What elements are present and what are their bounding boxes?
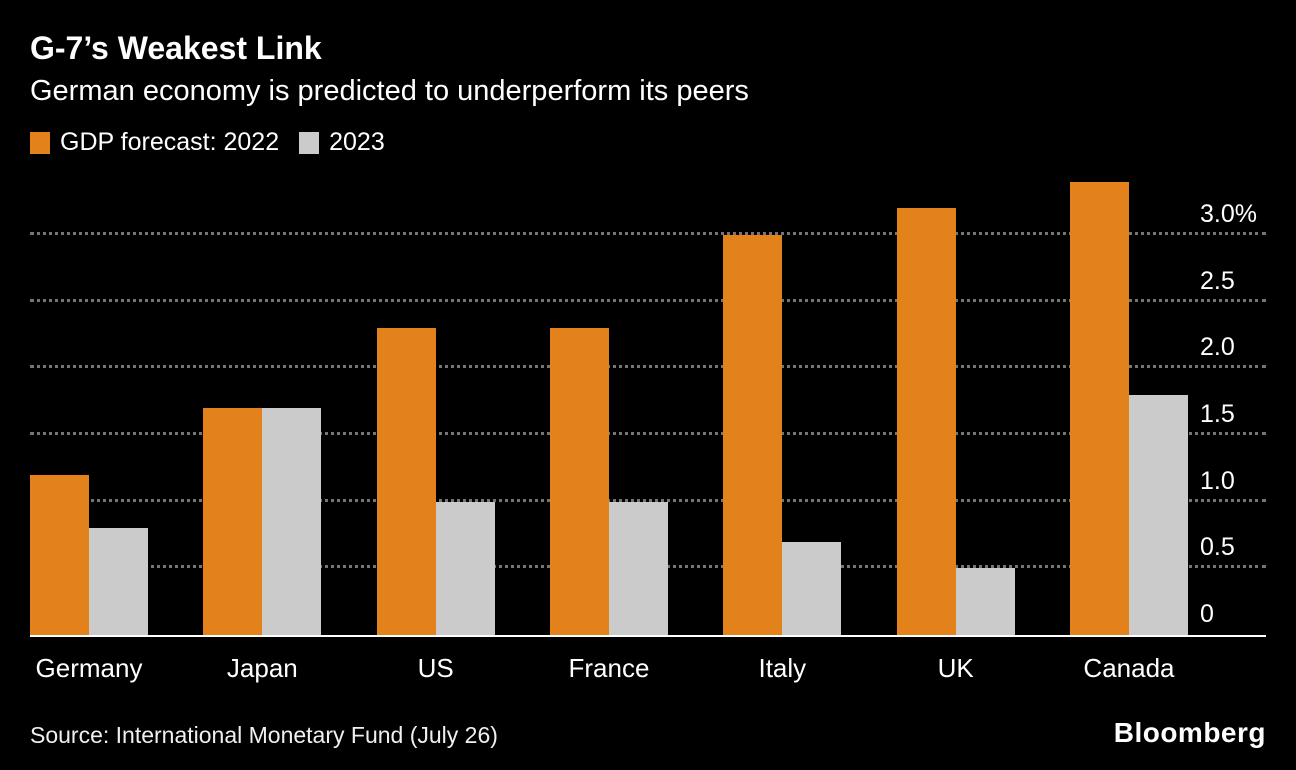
legend-item-2022: GDP forecast: 2022 (30, 130, 279, 155)
bar-group-italy (723, 235, 842, 635)
gridline-2 (30, 365, 1266, 369)
y-tick-label-0.5: 0.5 (1200, 533, 1235, 562)
x-axis-label-canada: Canada (1083, 653, 1175, 683)
source-text: Source: International Monetary Fund (Jul… (30, 722, 498, 748)
chart-title: G-7’s Weakest Link (30, 30, 322, 66)
x-axis: Germany Japan US France Italy UK Canada (30, 653, 1188, 683)
bar-2023-france (608, 501, 668, 635)
bar-2023-japan (262, 408, 322, 635)
y-tick-label-2.5: 2.5 (1200, 266, 1235, 295)
bars-container (30, 175, 1188, 635)
bar-2022-us (376, 328, 436, 635)
legend: GDP forecast: 2022 2023 (30, 130, 1266, 155)
y-tick-label-3: 3.0% (1200, 200, 1257, 228)
bar-group-france (549, 328, 668, 635)
x-axis-label-germany: Germany (35, 653, 143, 683)
bar-2023-germany (89, 528, 148, 635)
x-axis-label-us: US (417, 653, 454, 683)
y-axis: 0 0.5 1.0 1.5 2.0 2.5 3.0% (1200, 175, 1270, 635)
legend-item-2023: 2023 (299, 130, 385, 155)
x-axis-label-france: France (568, 653, 650, 683)
bar-2022-japan (203, 408, 263, 635)
bar-group-us (376, 328, 495, 635)
chart-area: 0 0.5 1.0 1.5 2.0 2.5 3.0% (30, 175, 1266, 637)
bar-2022-italy (723, 235, 783, 635)
x-axis-label-japan: Japan (226, 653, 298, 683)
bar-group-japan (203, 408, 322, 635)
bar-2022-canada (1069, 181, 1129, 635)
bar-group-uk (896, 208, 1015, 635)
y-tick-label-1: 1.0 (1200, 466, 1235, 495)
bar-2023-us (435, 501, 495, 635)
bar-2023-uk (955, 568, 1015, 635)
bar-group-germany (30, 475, 148, 635)
legend-label-2023: 2023 (329, 128, 385, 156)
y-tick-label-1.5: 1.5 (1200, 400, 1235, 428)
bar-2022-germany (30, 475, 89, 635)
x-axis-label-italy: Italy (758, 653, 807, 683)
bar-group-canada (1069, 181, 1188, 635)
x-axis-label-uk: UK (937, 653, 974, 683)
legend-swatch-2023 (299, 131, 320, 154)
chart-subtitle: German economy is predicted to underperf… (30, 75, 749, 107)
bar-2023-italy (782, 541, 842, 635)
bar-2023-canada (1128, 395, 1188, 635)
bar-2022-uk (896, 208, 956, 635)
footer: Source: International Monetary Fund (Jul… (30, 717, 1266, 749)
gridline-1.5 (30, 432, 1266, 435)
y-tick-label-2: 2.0 (1200, 333, 1235, 362)
legend-swatch-2022 (30, 131, 50, 154)
bloomberg-logo: Bloomberg (1113, 717, 1266, 748)
gridline-1 (30, 498, 1266, 502)
gridline-2.5 (30, 298, 1266, 302)
legend-label-2022: GDP forecast: 2022 (60, 128, 280, 156)
y-tick-label-0: 0 (1200, 600, 1214, 628)
gridline-3 (30, 232, 1266, 235)
bar-2022-france (549, 328, 609, 635)
